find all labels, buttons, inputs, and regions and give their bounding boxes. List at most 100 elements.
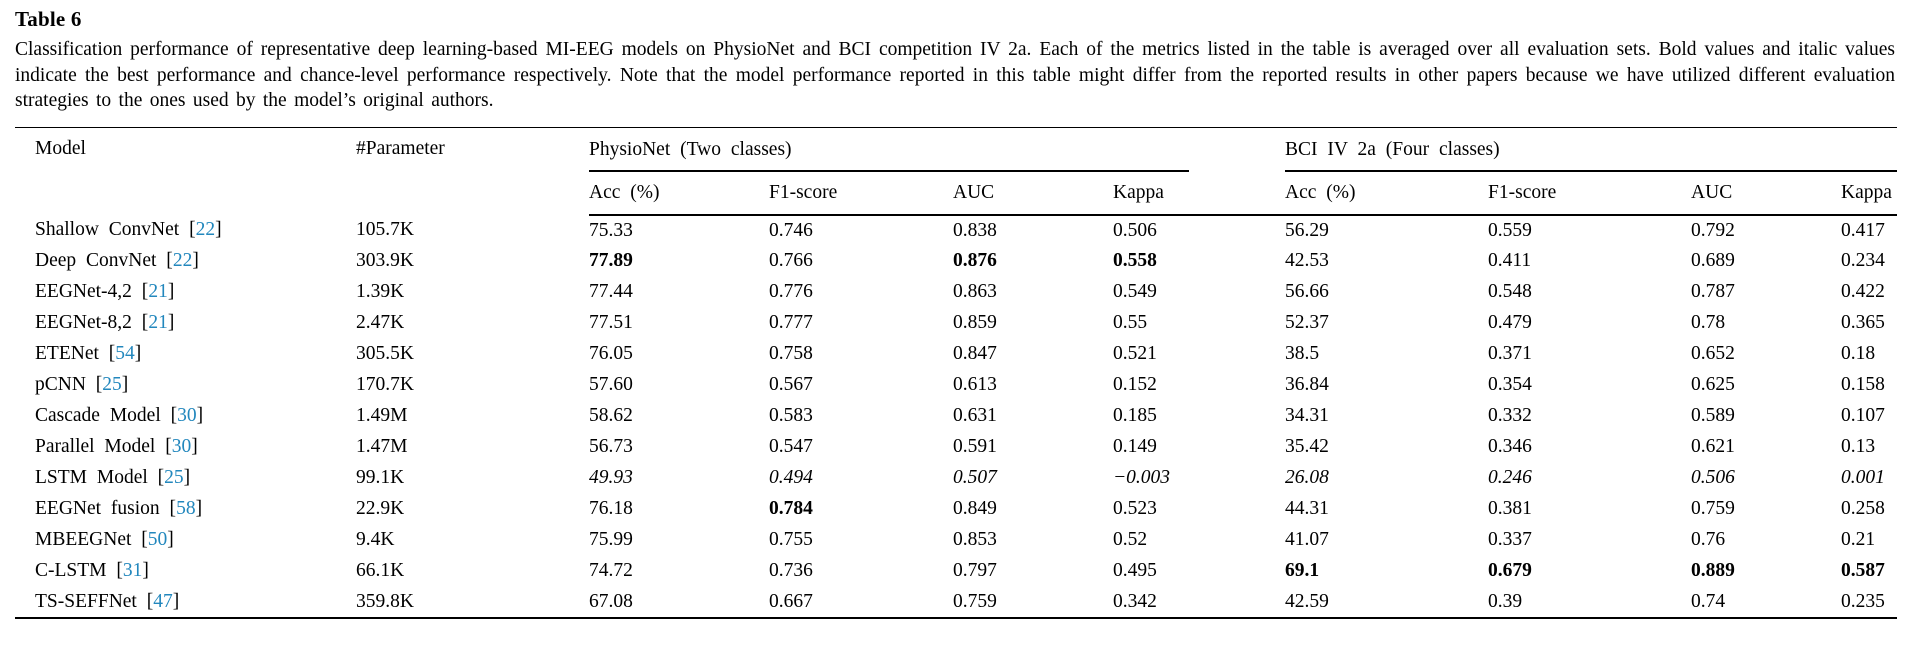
- citation-link[interactable]: 58: [176, 498, 196, 520]
- metric-cell: 0.784: [769, 498, 813, 520]
- metric-cell: 0.549: [1113, 281, 1157, 303]
- metric-cell: 0.76: [1691, 529, 1726, 551]
- parameter-cell: 22.9K: [356, 498, 405, 520]
- metric-cell: 0.158: [1841, 374, 1885, 396]
- parameter-cell: 2.47K: [356, 312, 405, 334]
- col-header-model: Model: [35, 138, 86, 160]
- metric-cell: 0.797: [953, 560, 997, 582]
- metric-cell: 0.652: [1691, 343, 1735, 365]
- metric-cell: 0.479: [1488, 312, 1532, 334]
- metric-cell: 0.625: [1691, 374, 1735, 396]
- citation-link[interactable]: 54: [115, 343, 135, 365]
- model-cell: Deep ConvNet [22]: [35, 250, 199, 272]
- metric-cell: 0.523: [1113, 498, 1157, 520]
- model-cell: EEGNet fusion [58]: [35, 498, 203, 520]
- metric-cell: 0.589: [1691, 405, 1735, 427]
- metric-cell: 0.495: [1113, 560, 1157, 582]
- col-header-bci-kappa: Kappa: [1841, 171, 1898, 216]
- metric-cell: 26.08: [1285, 467, 1329, 489]
- metric-cell: 0.736: [769, 560, 813, 582]
- table-row: EEGNet-8,2 [21] 2.47K 77.51 0.777 0.859 0.55 5…: [15, 308, 1897, 339]
- metric-cell: 0.548: [1488, 281, 1532, 303]
- metric-cell: 0.859: [953, 312, 997, 334]
- col-header-physionet-auc: AUC: [953, 171, 1113, 216]
- metric-cell: 38.5: [1285, 343, 1320, 365]
- metric-cell: 58.62: [589, 405, 633, 427]
- metric-cell: 56.29: [1285, 219, 1329, 241]
- model-cell: MBEEGNet [50]: [35, 529, 174, 551]
- metric-cell: 77.44: [589, 281, 633, 303]
- metric-cell: 0.559: [1488, 219, 1532, 241]
- parameter-cell: 359.8K: [356, 590, 414, 612]
- table-row: Deep ConvNet [22] 303.9K 77.89 0.766 0.876 0.…: [15, 246, 1897, 277]
- metric-cell: 0.759: [1691, 498, 1735, 520]
- metric-cell: 0.494: [769, 467, 813, 489]
- group-header-bci-iv-2a: BCI IV 2a (Four classes): [1285, 128, 1898, 172]
- metric-cell: 0.766: [769, 250, 813, 272]
- citation-link[interactable]: 47: [153, 590, 173, 612]
- table-body: Shallow ConvNet [22] 105.7K 75.33 0.746 0.83…: [15, 215, 1897, 618]
- metric-cell: 0.838: [953, 219, 997, 241]
- table-caption-text: Classification performance of representa…: [15, 39, 1895, 112]
- table-row: C-LSTM [31] 66.1K 74.72 0.736 0.797 0.495 69.1…: [15, 556, 1897, 587]
- metric-cell: 0.849: [953, 498, 997, 520]
- citation-link[interactable]: 22: [172, 250, 193, 272]
- citation-link[interactable]: 30: [171, 436, 192, 458]
- metric-cell: 0.567: [769, 374, 813, 396]
- metric-cell: 41.07: [1285, 529, 1329, 551]
- metric-cell: 0.235: [1841, 590, 1885, 612]
- col-header-physionet-f1: F1-score: [769, 171, 953, 216]
- parameter-cell: 105.7K: [356, 219, 414, 241]
- metric-cell: 76.18: [589, 498, 633, 520]
- metric-cell: 0.342: [1113, 590, 1157, 612]
- metric-cell: 75.33: [589, 219, 633, 241]
- metric-cell: 0.52: [1113, 529, 1148, 551]
- metric-cell: 0.417: [1841, 219, 1885, 241]
- col-header-physionet-acc: Acc (%): [589, 171, 769, 216]
- metric-cell: 0.506: [1691, 467, 1735, 489]
- metric-cell: 0.547: [769, 436, 813, 458]
- metric-cell: 0.55: [1113, 312, 1148, 334]
- metric-cell: 0.371: [1488, 343, 1532, 365]
- table-row: EEGNet fusion [58] 22.9K 76.18 0.784 0.849 0.…: [15, 494, 1897, 525]
- col-header-bci-acc: Acc (%): [1285, 171, 1489, 216]
- metric-cell: 0.234: [1841, 250, 1885, 272]
- model-cell: Shallow ConvNet [22]: [35, 219, 222, 241]
- citation-link[interactable]: 31: [122, 560, 143, 582]
- model-cell: LSTM Model [25]: [35, 467, 191, 489]
- metric-cell: 42.53: [1285, 250, 1329, 272]
- parameter-cell: 1.49M: [356, 405, 408, 427]
- metric-cell: 0.74: [1691, 590, 1726, 612]
- table-row: MBEEGNet [50] 9.4K 75.99 0.755 0.853 0.52 41.0…: [15, 525, 1897, 556]
- citation-link[interactable]: 25: [164, 467, 184, 489]
- citation-link[interactable]: 25: [102, 374, 122, 396]
- metric-cell: 35.42: [1285, 436, 1329, 458]
- table-header: Model #Parameter PhysioNet (Two classes)…: [15, 128, 1898, 216]
- metric-cell: 0.587: [1841, 560, 1885, 582]
- metric-cell: 0.776: [769, 281, 813, 303]
- metric-cell: 57.60: [589, 374, 633, 396]
- metric-cell: 52.37: [1285, 312, 1329, 334]
- metric-cell: 0.521: [1113, 343, 1157, 365]
- metric-cell: 0.613: [953, 374, 997, 396]
- citation-link[interactable]: 50: [147, 529, 168, 551]
- metric-cell: 34.31: [1285, 405, 1329, 427]
- parameter-cell: 99.1K: [356, 467, 405, 489]
- metric-cell: 56.73: [589, 436, 633, 458]
- metric-cell: 0.354: [1488, 374, 1532, 396]
- metric-cell: 0.746: [769, 219, 813, 241]
- results-table: Model #Parameter PhysioNet (Two classes)…: [15, 127, 1898, 619]
- metric-cell: 0.863: [953, 281, 997, 303]
- metric-cell: 0.78: [1691, 312, 1726, 334]
- citation-link[interactable]: 30: [177, 405, 197, 427]
- table-row: Shallow ConvNet [22] 105.7K 75.33 0.746 0.83…: [15, 215, 1897, 246]
- citation-link[interactable]: 21: [148, 312, 168, 334]
- metric-cell: 0.13: [1841, 436, 1876, 458]
- metric-cell: 74.72: [589, 560, 633, 582]
- citation-link[interactable]: 21: [148, 281, 168, 303]
- metric-cell: 0.631: [953, 405, 997, 427]
- metric-cell: 0.411: [1488, 250, 1532, 272]
- citation-link[interactable]: 22: [195, 219, 216, 241]
- metric-cell: 0.152: [1113, 374, 1157, 396]
- metric-cell: 0.422: [1841, 281, 1885, 303]
